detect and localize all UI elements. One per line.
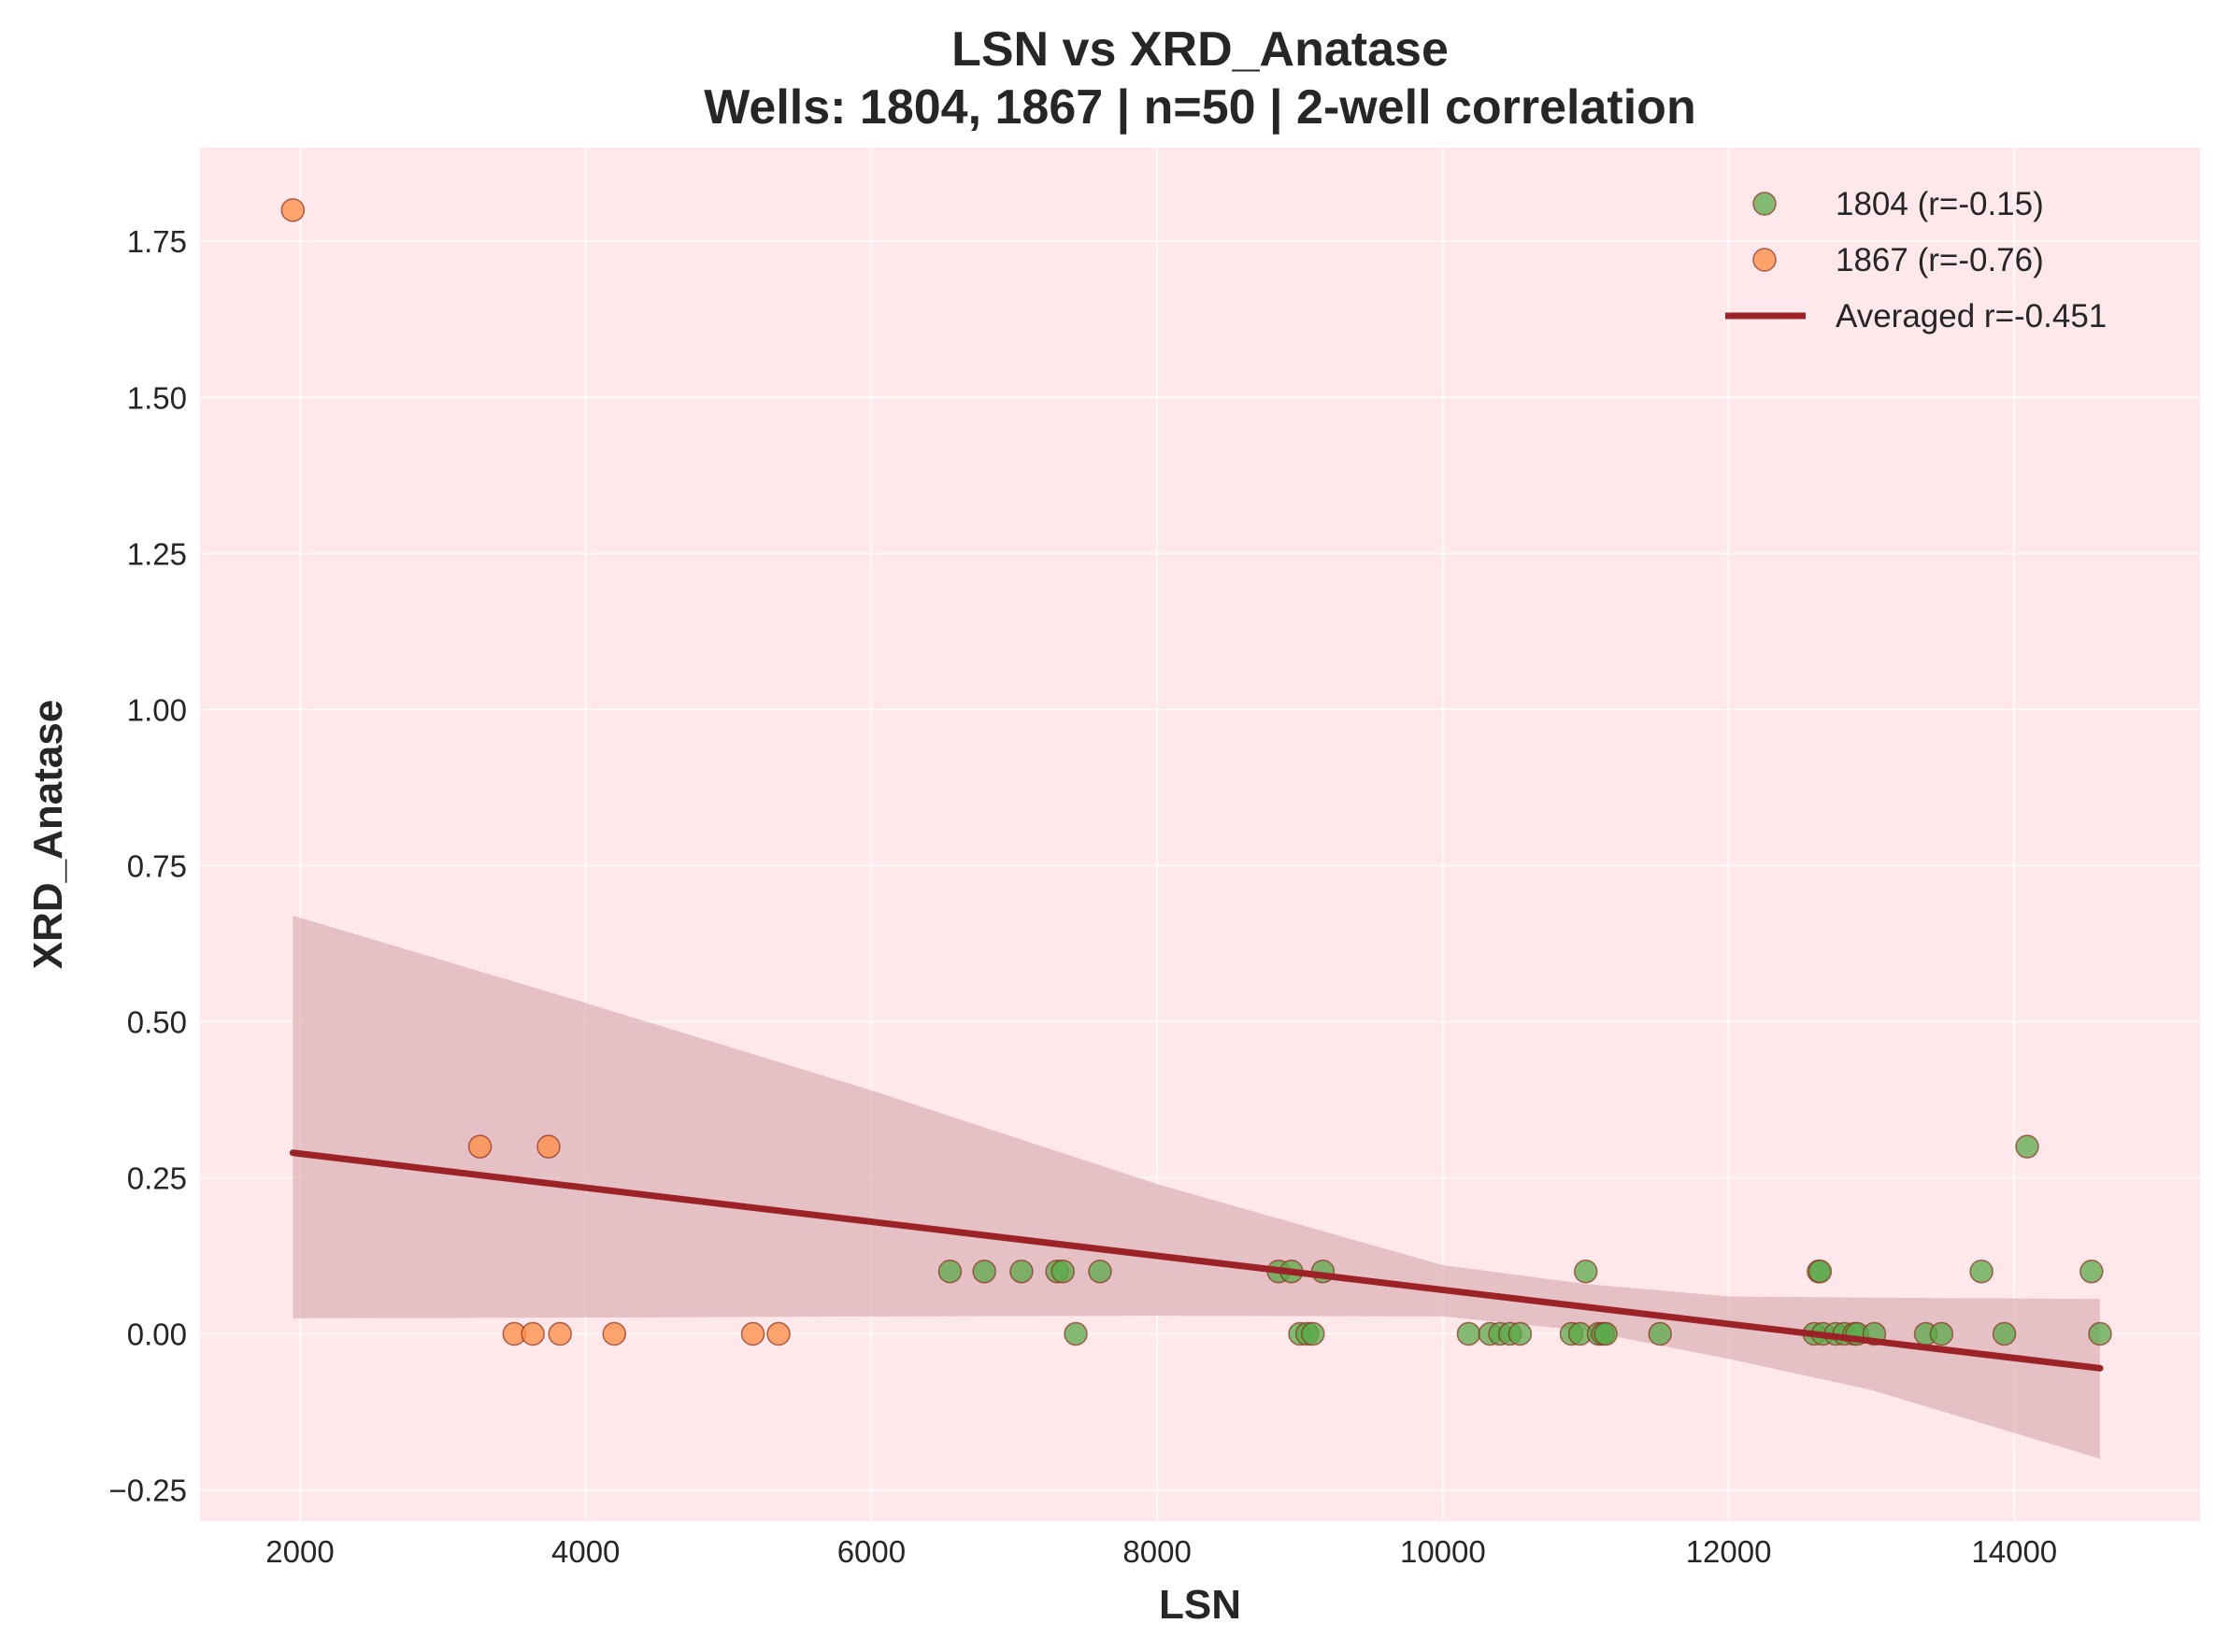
data-point-1804 (1009, 1259, 1034, 1284)
y-tick-label: 0.75 (127, 848, 187, 883)
data-point-1867 (536, 1134, 561, 1159)
data-point-1804 (1301, 1321, 1325, 1346)
legend: 1804 (r=-0.15) 1867 (r=-0.76) Averaged r… (1725, 186, 2107, 335)
data-point-1804 (937, 1259, 963, 1284)
x-axis-label: LSN (1159, 1582, 1241, 1628)
x-tick-label: 2000 (265, 1534, 334, 1569)
data-point-1804 (2088, 1321, 2112, 1346)
data-point-1804 (2015, 1134, 2039, 1159)
x-tick-label: 10000 (1400, 1534, 1486, 1569)
y-axis-label: XRD_Anatase (25, 700, 71, 970)
data-point-1804 (1929, 1321, 1954, 1346)
data-point-1804 (1456, 1321, 1481, 1346)
data-point-1804 (1508, 1321, 1533, 1346)
y-tick-label: 1.25 (127, 536, 187, 571)
x-tick-label: 8000 (1122, 1534, 1191, 1569)
data-point-1867 (521, 1321, 545, 1346)
confidence-band (293, 915, 2100, 1460)
data-point-1804 (1648, 1321, 1672, 1346)
data-point-1804 (1969, 1259, 1994, 1284)
y-tick-label: 1.75 (127, 224, 187, 259)
y-tick-label: 1.50 (127, 380, 187, 415)
plot-area (200, 148, 2200, 1521)
y-tick-label: 0.00 (127, 1317, 187, 1352)
data-point-1804 (1593, 1321, 1618, 1346)
y-tick-label: 0.50 (127, 1004, 187, 1039)
data-point-1804 (1088, 1259, 1112, 1284)
legend-label-1867: 1867 (r=-0.76) (1836, 242, 2044, 278)
data-point-1804 (1992, 1321, 2017, 1346)
x-tick-label: 14000 (1971, 1534, 2057, 1569)
legend-label-averaged: Averaged r=-0.451 (1836, 298, 2107, 335)
legend-marker-1867 (1752, 248, 1777, 272)
data-point-1804 (1573, 1259, 1598, 1284)
data-point-1804 (1808, 1259, 1833, 1284)
y-tick-label: 0.25 (127, 1161, 187, 1196)
data-point-1804 (2079, 1259, 2104, 1284)
chart-title: LSN vs XRD_Anatase (951, 22, 1449, 77)
data-point-1804 (972, 1259, 996, 1284)
data-point-1867 (548, 1321, 572, 1346)
data-point-1867 (467, 1134, 493, 1159)
data-point-1804 (1050, 1259, 1076, 1284)
x-tick-label: 6000 (837, 1534, 906, 1569)
y-tick-label: 1.00 (127, 692, 187, 727)
data-point-1867 (766, 1321, 791, 1346)
x-tick-label: 12000 (1686, 1534, 1772, 1569)
data-point-1804 (1064, 1321, 1088, 1346)
axis-ticks: 2000 4000 6000 8000 10000 12000 14000 −0.25 0.00… (109, 224, 2058, 1569)
gridlines (200, 148, 2200, 1521)
legend-marker-1804 (1752, 192, 1777, 216)
regression-line (289, 1149, 2104, 1372)
chart-subtitle: Wells: 1804, 1867 | n=50 | 2-well correl… (704, 80, 1695, 135)
data-point-1867 (602, 1321, 627, 1346)
legend-label-1804: 1804 (r=-0.15) (1836, 186, 2044, 222)
y-tick-label: −0.25 (109, 1474, 188, 1508)
data-point-1867 (740, 1321, 765, 1346)
x-tick-label: 4000 (551, 1534, 620, 1569)
data-point-1867 (280, 198, 306, 222)
